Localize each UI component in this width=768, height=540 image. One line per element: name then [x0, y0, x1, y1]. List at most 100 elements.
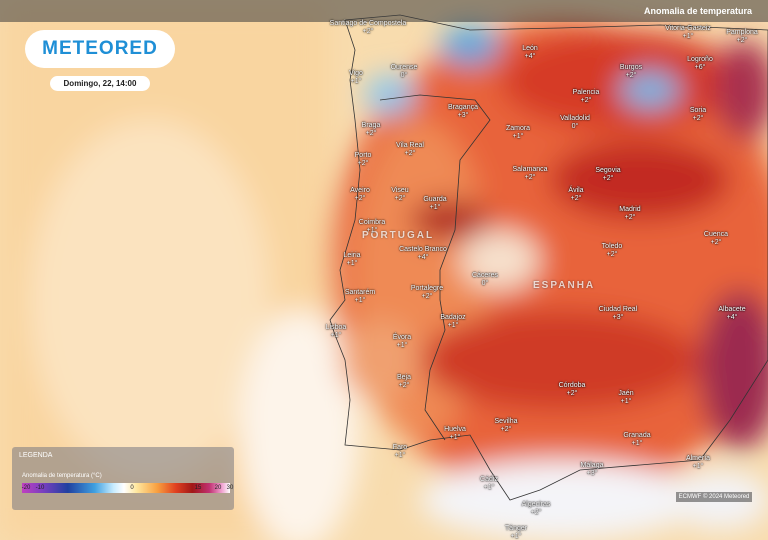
city-value: +1° [620, 398, 632, 405]
city-name: Madrid [619, 206, 641, 213]
legend-tick: 30 [226, 485, 234, 491]
city-name: Vitoria-Gasteiz [665, 25, 711, 32]
legend-subtitle: Anomalia de temperatura (°C) [22, 473, 102, 479]
city-value: +4° [726, 314, 738, 321]
city: Sevilha +2° [495, 418, 518, 434]
city-value: +1° [682, 33, 694, 40]
city: Jaén +1° [618, 390, 633, 406]
city-name: Badajoz [440, 314, 466, 321]
city-name: Coimbra [358, 219, 386, 226]
city-value: +1° [350, 78, 362, 85]
city: Aveiro +2° [350, 187, 370, 203]
legend-tick: 15 [194, 485, 202, 491]
city-name: León [522, 45, 538, 52]
city-value: +1° [692, 463, 704, 470]
city: Algeciras +2° [522, 501, 551, 517]
city: Córdoba +2° [559, 382, 586, 398]
city-value: +2° [524, 174, 536, 181]
city-name: Beja [396, 374, 412, 381]
country-label: PORTUGAL [362, 230, 435, 241]
city-value: +3° [586, 470, 598, 477]
logo[interactable]: METEORED [25, 30, 175, 68]
city-value: +2° [625, 72, 637, 79]
city-name: Granada [623, 432, 651, 439]
city-value: 0° [571, 123, 579, 130]
city-name: Valladolid [560, 115, 590, 122]
city-name: Huelva [444, 426, 466, 433]
city: Ourense 0° [391, 64, 418, 80]
city-name: Málaga [580, 462, 604, 469]
city-value: +2° [354, 195, 366, 202]
city-value: +4° [417, 254, 429, 261]
city: Albacete +4° [718, 306, 745, 322]
city: Castelo Branco +4° [399, 246, 447, 262]
city-name: Braga [361, 122, 381, 129]
city: Granada +1° [623, 432, 650, 448]
coastline [329, 14, 768, 501]
city-name: Toledo [601, 243, 623, 250]
city-value: 0° [481, 280, 489, 287]
city-name: Bragança [448, 104, 478, 111]
city: Soria +2° [690, 107, 706, 123]
city-name: Pamplona [726, 29, 758, 36]
city: Tánger +1° [505, 525, 527, 540]
color-scale [22, 483, 230, 493]
city: Santiago de Compostela +2° [330, 20, 407, 36]
city-value: +2° [692, 115, 704, 122]
city-value: +4° [524, 53, 536, 60]
city-name: Évora [392, 334, 412, 341]
city: León +4° [522, 45, 538, 61]
city-value: +1° [449, 434, 461, 441]
city: Valladolid 0° [560, 115, 590, 131]
city-name: Burgos [619, 64, 643, 71]
city-name: Córdoba [558, 382, 586, 389]
city: Palencia +2° [573, 89, 600, 105]
city-name: Castelo Branco [399, 246, 447, 253]
legend-tick: -10 [35, 485, 45, 491]
city-name: Lisboa [325, 324, 347, 331]
city: Guarda +1° [423, 196, 446, 212]
city-value: +2° [580, 97, 592, 104]
city: Vigo +1° [349, 70, 363, 86]
city-name: Salamanca [512, 166, 548, 173]
city: Cáceres 0° [472, 272, 498, 288]
city: Lisboa +1° [326, 324, 347, 340]
city: Santarém +1° [345, 289, 375, 305]
city: Ciudad Real +3° [599, 306, 638, 322]
city-value: +1° [396, 342, 408, 349]
city-name: Leiria [343, 252, 361, 259]
city: Porto +2° [355, 152, 372, 168]
city-name: Vila Real [396, 142, 424, 149]
city: Bragança +3° [448, 104, 478, 120]
city: Cádiz +1° [480, 476, 498, 492]
layer-name[interactable]: Anomalia de temperatura [643, 6, 752, 16]
city-value: +1° [366, 227, 378, 234]
top-bar: Anomalia de temperatura [0, 0, 768, 22]
city-value: +2° [398, 382, 410, 389]
city-name: Jaén [618, 390, 634, 397]
city-name: Aveiro [350, 187, 370, 194]
city-value: +2° [530, 509, 542, 516]
city: Salamanca +2° [512, 166, 547, 182]
city-value: +6° [694, 64, 706, 71]
city: Cuenca +2° [704, 231, 728, 247]
city-name: Faro [392, 444, 408, 451]
city: Almería +1° [686, 455, 710, 471]
city: Badajoz +1° [440, 314, 465, 330]
city-value: +2° [394, 195, 406, 202]
city-name: Zamora [505, 125, 531, 132]
legend-title: LEGENDA [19, 452, 53, 459]
city-name: Santarém [344, 289, 376, 296]
border [379, 94, 491, 441]
city-value: +2° [570, 195, 582, 202]
city-name: Algeciras [521, 501, 551, 508]
city: Pamplona +2° [726, 29, 758, 45]
city-value: +2° [710, 239, 722, 246]
city: Zamora +1° [506, 125, 530, 141]
city-name: Porto [354, 152, 372, 159]
city-name: Vigo [349, 70, 363, 77]
city-value: +1° [631, 440, 643, 447]
city: Vila Real +2° [396, 142, 424, 158]
city-name: Viseu [391, 187, 409, 194]
